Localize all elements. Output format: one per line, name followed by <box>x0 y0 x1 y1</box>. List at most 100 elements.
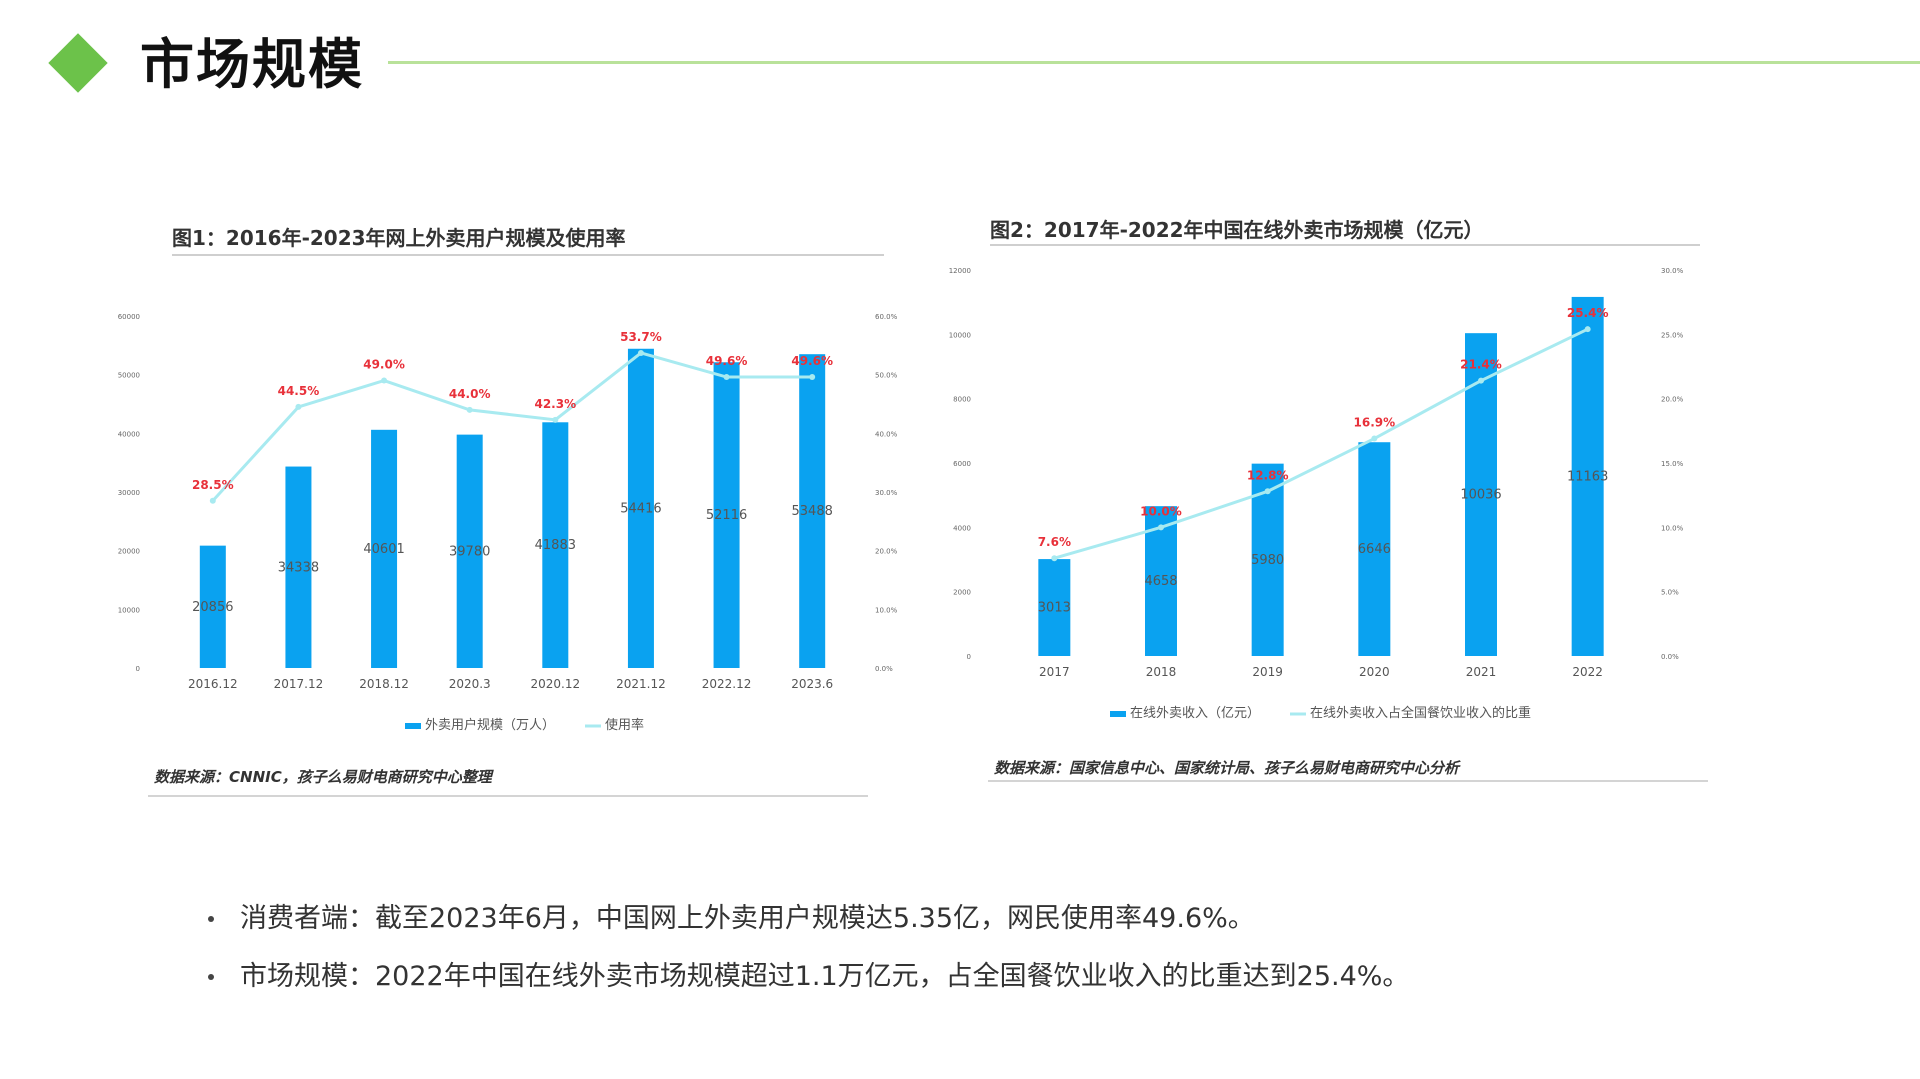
y-left-tick-label: 0 <box>136 665 140 673</box>
chart-bar <box>285 466 312 668</box>
rate-point <box>809 374 816 381</box>
chart-bar <box>1358 442 1391 656</box>
y-right-tick-label: 5.0% <box>1661 589 1679 597</box>
x-tick-label: 2018 <box>1146 665 1177 679</box>
chart2-heading: 图2：2017年-2022年中国在线外卖市场规模（亿元） <box>990 218 1484 242</box>
rate-point <box>637 349 644 356</box>
legend-line-label: 使用率 <box>605 717 644 733</box>
page-title: 市场规模 <box>140 32 364 96</box>
rate-label: 25.4% <box>1567 306 1609 320</box>
chart1-source-rule <box>148 795 868 797</box>
y-right-tick-label: 25.0% <box>1661 331 1684 339</box>
y-left-tick-label: 0 <box>967 653 971 661</box>
x-tick-label: 2022.12 <box>702 677 752 691</box>
legend-bar-label: 外卖用户规模（万人） <box>425 717 555 733</box>
y-left-tick-label: 12000 <box>949 267 971 275</box>
bullet-item: 消费者端：截至2023年6月，中国网上外卖用户规模达5.35亿，网民使用率49.… <box>208 890 1409 948</box>
bullet-text: 市场规模：2022年中国在线外卖市场规模超过1.1万亿元，占全国餐饮业收入的比重… <box>240 961 1410 992</box>
legend-bar-label: 在线外卖收入（亿元） <box>1130 706 1260 721</box>
y-right-tick-label: 20.0% <box>875 548 898 556</box>
rate-point <box>209 497 216 504</box>
x-tick-label: 2021 <box>1466 665 1497 679</box>
y-left-tick-label: 8000 <box>953 396 971 404</box>
x-tick-label: 2022 <box>1572 665 1603 679</box>
x-tick-label: 2020 <box>1359 665 1390 679</box>
x-tick-label: 2020.12 <box>531 677 581 691</box>
bar-value-label: 10036 <box>1460 488 1501 503</box>
y-right-tick-label: 60.0% <box>875 313 898 321</box>
y-right-tick-label: 0.0% <box>875 665 893 673</box>
chart1-heading-rule <box>172 254 884 256</box>
y-right-tick-label: 0.0% <box>1661 653 1679 661</box>
bar-value-label: 41883 <box>535 538 576 553</box>
bar-value-label: 20856 <box>192 600 233 615</box>
rate-point <box>1478 377 1484 384</box>
chart-bar <box>1571 296 1604 656</box>
y-right-tick-label: 50.0% <box>875 372 898 380</box>
rate-label: 21.4% <box>1460 358 1502 372</box>
rate-line <box>211 351 813 502</box>
bullet-dot-icon <box>208 916 214 922</box>
bar-value-label: 5980 <box>1251 553 1284 568</box>
rate-label: 49.6% <box>706 354 748 368</box>
y-right-tick-label: 10.0% <box>875 606 898 614</box>
bar-value-label: 11163 <box>1567 469 1608 484</box>
chart-bar <box>542 422 569 668</box>
rate-label: 42.3% <box>534 397 576 411</box>
y-right-tick-label: 30.0% <box>875 489 898 497</box>
y-left-tick-label: 4000 <box>953 524 971 532</box>
chart2-heading-rule <box>990 244 1700 246</box>
y-left-tick-label: 20000 <box>118 548 140 556</box>
y-right-tick-label: 20.0% <box>1661 396 1684 404</box>
bullet-item: 市场规模：2022年中国在线外卖市场规模超过1.1万亿元，占全国餐饮业收入的比重… <box>208 948 1409 1006</box>
rate-point <box>295 403 302 410</box>
chart-bar <box>456 434 483 668</box>
rate-label: 44.5% <box>278 384 320 398</box>
chart-bar <box>371 429 398 668</box>
y-left-tick-label: 10000 <box>949 331 971 339</box>
chart2-source-rule <box>988 780 1708 782</box>
x-tick-label: 2019 <box>1252 665 1283 679</box>
chart1-source: 数据来源：CNNIC，孩子么易财电商研究中心整理 <box>154 768 492 786</box>
y-right-tick-label: 10.0% <box>1661 524 1684 532</box>
bar-value-label: 3013 <box>1038 601 1071 616</box>
title-divider <box>388 61 1920 64</box>
rate-point <box>723 374 730 381</box>
bullet-text: 消费者端：截至2023年6月，中国网上外卖用户规模达5.35亿，网民使用率49.… <box>240 903 1255 934</box>
x-tick-label: 2021.12 <box>616 677 666 691</box>
legend-bar-swatch <box>1110 711 1126 717</box>
bar-value-label: 54416 <box>620 501 661 516</box>
y-left-tick-label: 50000 <box>118 372 140 380</box>
chart1-heading: 图1：2016年-2023年网上外卖用户规模及使用率 <box>172 226 626 250</box>
rate-label: 16.9% <box>1354 416 1396 430</box>
y-left-tick-label: 30000 <box>118 489 140 497</box>
rate-label: 12.8% <box>1247 468 1289 482</box>
y-left-tick-label: 40000 <box>118 430 140 438</box>
bar-value-label: 52116 <box>706 508 747 523</box>
x-tick-label: 2023.6 <box>791 677 833 691</box>
chart-bar <box>799 354 826 668</box>
rate-point <box>1584 326 1591 333</box>
rate-label: 10.0% <box>1140 504 1182 518</box>
chart-bar <box>713 362 740 668</box>
y-left-tick-label: 60000 <box>118 313 140 321</box>
x-tick-label: 2020.3 <box>449 677 491 691</box>
bar-value-label: 53488 <box>792 504 833 519</box>
rate-point <box>552 416 559 423</box>
rate-line <box>1053 327 1589 560</box>
x-tick-label: 2017 <box>1039 665 1070 679</box>
legend-bar-swatch <box>405 723 421 729</box>
chart2-source: 数据来源：国家信息中心、国家统计局、孩子么易财电商研究中心分析 <box>994 759 1460 777</box>
x-tick-label: 2017.12 <box>274 677 324 691</box>
bar-value-label: 34338 <box>278 560 319 575</box>
diamond-icon <box>48 33 108 93</box>
rate-label: 49.6% <box>791 354 833 368</box>
y-left-tick-label: 10000 <box>118 606 140 614</box>
bar-value-label: 6646 <box>1358 542 1391 557</box>
rate-point <box>381 377 388 384</box>
y-left-tick-label: 2000 <box>953 589 971 597</box>
bar-value-label: 40601 <box>363 542 404 557</box>
rate-label: 28.5% <box>192 478 234 492</box>
chart-bar <box>199 545 226 668</box>
